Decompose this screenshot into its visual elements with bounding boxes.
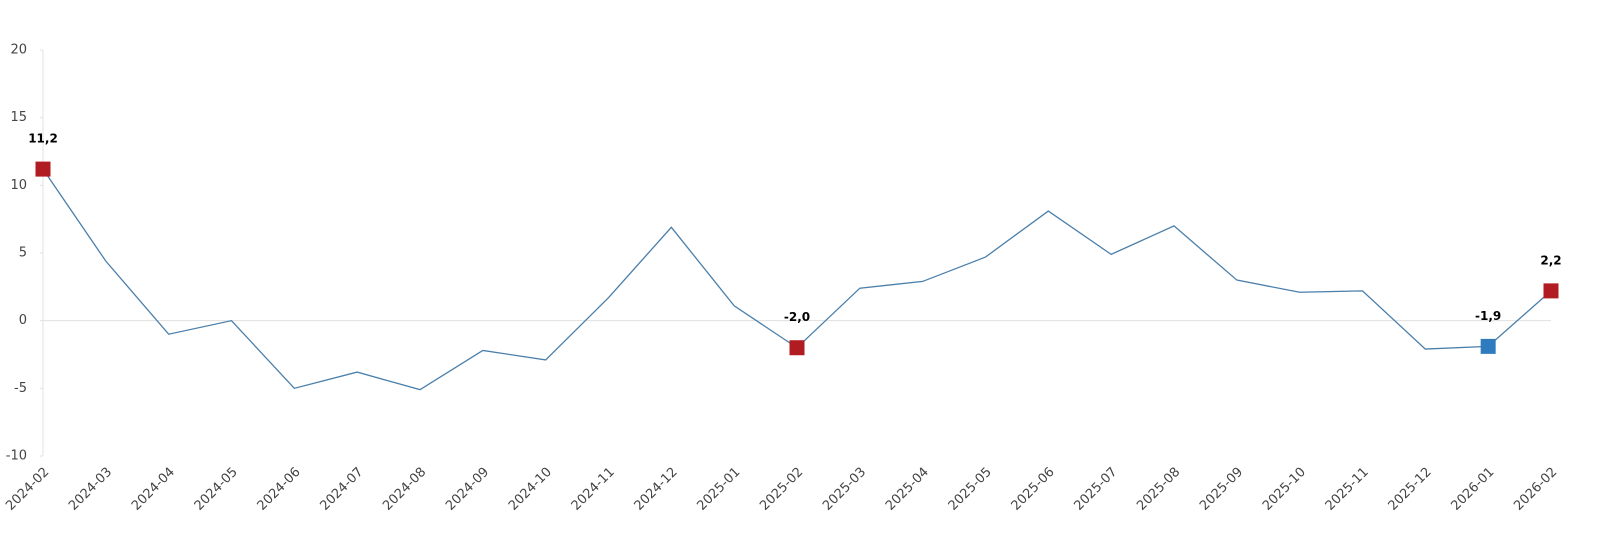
y-tick-label: 0	[19, 313, 27, 328]
y-tick-label: -10	[6, 449, 27, 464]
x-tick-label: 2025-01	[694, 465, 743, 514]
marker	[35, 161, 51, 177]
y-tick-label: 15	[10, 110, 27, 125]
value-label: -1,9	[1475, 309, 1501, 323]
x-tick-label: 2025-06	[1009, 465, 1058, 514]
x-tick-label: 2024-12	[632, 465, 681, 514]
y-tick-label: 5	[19, 246, 27, 261]
x-tick-label: 2025-08	[1134, 465, 1183, 514]
x-tick-label: 2025-04	[883, 465, 932, 514]
x-tick-label: 2025-05	[946, 465, 995, 514]
x-tick-label: 2026-02	[1511, 465, 1560, 514]
x-tick-label: 2024-11	[569, 465, 618, 514]
x-tick-label: 2025-11	[1323, 465, 1372, 514]
x-tick-label: 2025-12	[1386, 465, 1435, 514]
x-tick-label: 2024-02	[3, 465, 52, 514]
x-tick-label: 2025-10	[1260, 465, 1309, 514]
line	[42, 168, 1552, 391]
value-label: 11,2	[28, 132, 58, 146]
x-tick-label: 2025-02	[757, 465, 806, 514]
x-tick-label: 2025-03	[820, 465, 869, 514]
x-tick-label: 2025-09	[1197, 465, 1246, 514]
x-tick-label: 2024-06	[255, 465, 304, 514]
x-tick-label: 2025-07	[1071, 465, 1120, 514]
value-label: 2,2	[1540, 253, 1561, 267]
x-tick-label: 2026-01	[1448, 465, 1497, 514]
marker	[1480, 338, 1496, 354]
value-label: -2,0	[784, 310, 810, 324]
x-tick-label: 2024-03	[66, 465, 115, 514]
x-tick-label: 2024-04	[129, 465, 178, 514]
y-tick-label: -5	[14, 381, 27, 396]
y-tick-label: 20	[10, 43, 27, 58]
x-tick-label: 2024-07	[317, 465, 366, 514]
x-tick-label: 2024-08	[380, 465, 429, 514]
y-tick-label: 10	[10, 178, 27, 193]
marker	[1543, 283, 1559, 299]
x-tick-label: 2024-09	[443, 465, 492, 514]
marker	[789, 340, 805, 356]
x-tick-label: 2024-10	[506, 465, 555, 514]
x-tick-label: 2024-05	[192, 465, 241, 514]
